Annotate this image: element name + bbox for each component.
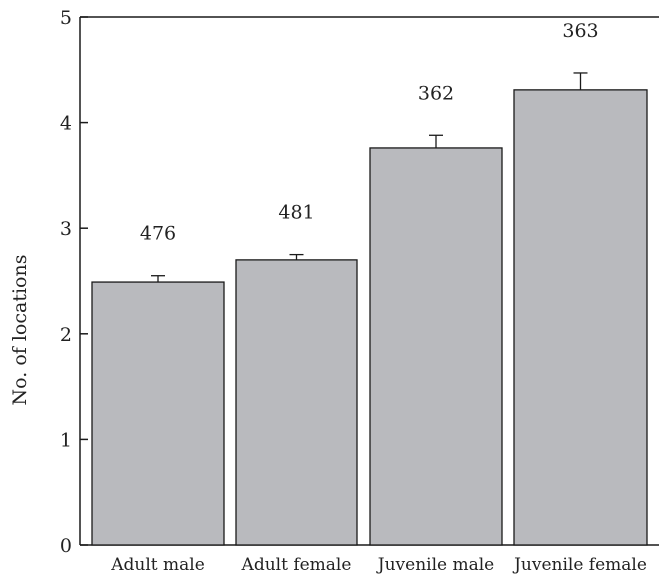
bar-data-label: 362: [418, 82, 454, 104]
y-tick-label: 3: [60, 218, 72, 240]
bar-adult-female: [235, 259, 358, 546]
x-category-label: Juvenile female: [512, 555, 647, 575]
bar-juvenile-male: [369, 147, 503, 546]
bar-data-label: 481: [278, 202, 314, 224]
y-tick-label: 5: [60, 7, 72, 29]
x-category-label: Juvenile male: [376, 555, 494, 575]
x-category-label: Adult male: [110, 555, 205, 575]
y-tick-label: 4: [60, 113, 72, 135]
y-tick-label: 2: [60, 324, 72, 346]
y-tick-label: 1: [60, 429, 72, 451]
bar-adult-male: [91, 281, 225, 546]
chart-labels: 476 Adult male 481 Adult female 362 Juvenile …: [110, 20, 647, 575]
chart-bars: [91, 72, 648, 546]
bar-data-label: 476: [140, 223, 176, 245]
x-category-label: Adult female: [241, 555, 352, 575]
bar-juvenile-female: [513, 89, 648, 546]
y-axis-label: No. of locations: [9, 255, 31, 406]
y-tick-label: 0: [60, 535, 72, 557]
bar-data-label: 363: [562, 20, 598, 42]
